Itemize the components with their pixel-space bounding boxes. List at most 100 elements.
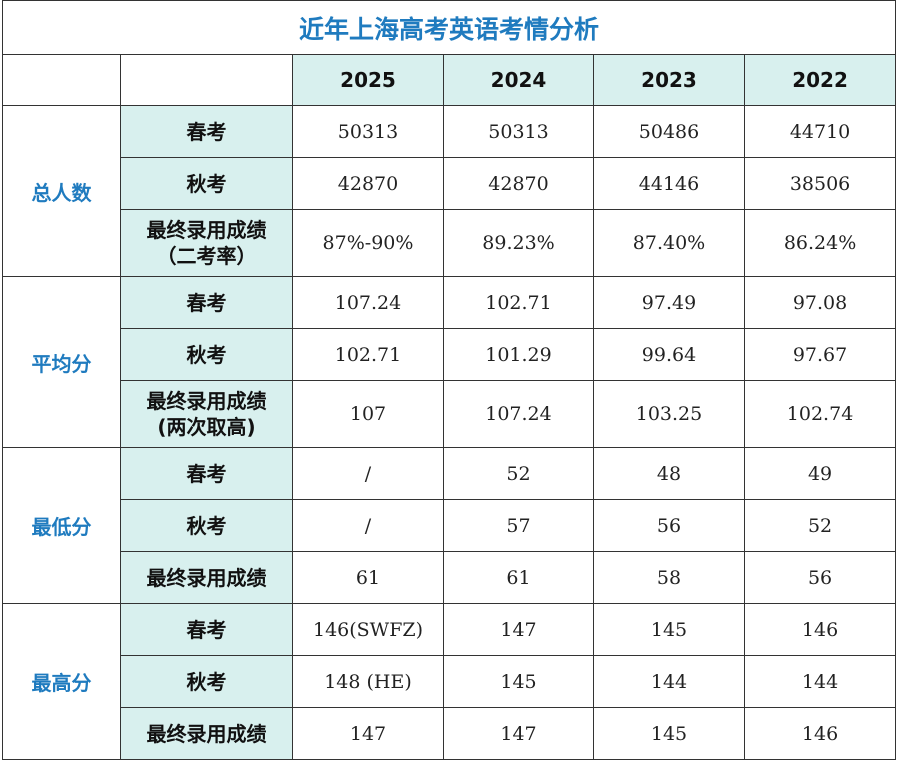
table-title: 近年上海高考英语考情分析: [1, 0, 897, 55]
row-label: 春考: [120, 603, 293, 656]
value-cell-2023: 144: [593, 655, 745, 708]
table-row: 最终录用成绩 (两次取高) 107 107.24 103.25 102.74: [3, 380, 897, 448]
corner-cell: [2, 54, 121, 106]
table-row: 最终录用成绩 （二考率） 87%-90% 89.23% 87.40% 86.24%: [3, 209, 897, 277]
value-cell-2022: 146: [743, 707, 897, 760]
table-row: 最高分 春考 146(SWFZ) 147 145 146: [2, 603, 897, 760]
value-cell-2022: 49: [743, 447, 897, 500]
table-row: 最终录用成绩 61 61 58 56: [3, 551, 897, 604]
row-label: 秋考: [120, 655, 293, 708]
row-label-line: 最终录用成绩: [146, 218, 267, 242]
row-label: 秋考: [120, 499, 293, 552]
value-cell-2024: 102.71: [443, 276, 594, 329]
corner-cell-sub: [120, 54, 293, 106]
table-row: 总人数 春考 50313 50313 50486 44710: [2, 105, 897, 277]
value-cell-2023: 97.49: [593, 276, 745, 329]
value-cell-2025: 42870: [292, 157, 444, 210]
value-cell-2023: 103.25: [593, 380, 745, 448]
group-label-min-score: 最低分: [2, 447, 121, 604]
row-label-line: 秋考: [186, 171, 227, 196]
table-row: 最终录用成绩 147 147 145 146: [3, 707, 897, 760]
value-cell-2023: 50486: [593, 105, 745, 158]
value-cell-2024: 61: [443, 551, 594, 604]
row-label-line: 春考: [186, 617, 227, 642]
table-row: 秋考 /57 56 52: [3, 499, 897, 552]
value-cell-2022: 144: [743, 655, 897, 708]
value-cell-2025: 102.71: [292, 328, 444, 381]
year-header-2023: 2023: [593, 54, 745, 106]
value-cell-2024: 42870: [443, 157, 594, 210]
value-cell-2024: 107.24: [443, 380, 594, 448]
value-cell-2025: 87%-90%: [292, 209, 444, 277]
value-cell-2024: 50313: [443, 105, 594, 158]
row-label-line: 最终录用成绩: [146, 389, 267, 413]
value-cell-2025: 61: [292, 551, 444, 604]
value-cell-2025: 107.24: [292, 276, 444, 329]
value-cell-2024: 101.29: [443, 328, 594, 381]
value-cell-2022: 97.08: [743, 276, 897, 329]
value-cell-2023: 145: [593, 707, 745, 760]
value-cell-2022: 86.24%: [743, 209, 897, 277]
row-label: 最终录用成绩: [120, 551, 293, 604]
value-cell-2023: 44146: [593, 157, 745, 210]
value-cell-2024: 145: [443, 655, 594, 708]
value-cell-2023: 87.40%: [593, 209, 745, 277]
value-cell-2023: 145: [593, 603, 745, 656]
value-cell-2024: 57: [443, 499, 594, 552]
row-label-line: 春考: [186, 290, 227, 315]
value-cell-2025: /: [292, 447, 444, 500]
value-cell-2024: 52: [443, 447, 594, 500]
row-label-line: 秋考: [186, 342, 227, 367]
value-cell-2024: 147: [443, 603, 594, 656]
group-label-average-score: 平均分: [2, 276, 121, 448]
row-label: 最终录用成绩: [120, 707, 293, 760]
group-label-max-score: 最高分: [2, 603, 121, 760]
year-header-2022: 2022: [743, 54, 897, 106]
year-header-2025: 2025: [292, 54, 444, 106]
value-cell-2023: 48: [593, 447, 745, 500]
year-header-row: 2025 2024 2023 2022: [2, 54, 897, 106]
table-row: 平均分 春考 107.24 102.71 97.49 97.08: [2, 276, 897, 448]
year-header-2024: 2024: [443, 54, 594, 106]
value-cell-2023: 58: [593, 551, 745, 604]
table-row: 秋考 148 (HE) 145 144 144: [3, 655, 897, 708]
row-label: 秋考: [120, 328, 293, 381]
value-cell-2025: 107: [292, 380, 444, 448]
row-label-line: (两次取高): [157, 415, 256, 439]
row-label: 春考: [120, 276, 293, 329]
row-label: 最终录用成绩 （二考率）: [120, 209, 293, 277]
table-row: 最低分 春考/52 48 49: [2, 447, 897, 604]
value-cell-2025: /: [292, 499, 444, 552]
row-label-line: 春考: [186, 461, 227, 486]
row-label: 最终录用成绩 (两次取高): [120, 380, 293, 448]
row-label-line: 秋考: [186, 669, 227, 694]
value-cell-2025: 50313: [292, 105, 444, 158]
row-label: 秋考: [120, 157, 293, 210]
value-cell-2025: 147: [292, 707, 444, 760]
row-label: 春考: [120, 447, 293, 500]
row-label-line: 秋考: [186, 513, 227, 538]
value-cell-2022: 97.67: [743, 328, 897, 381]
row-label: 春考: [120, 105, 293, 158]
row-label-line: （二考率）: [156, 244, 257, 268]
value-cell-2023: 99.64: [593, 328, 745, 381]
row-label-line: 最终录用成绩: [146, 565, 267, 590]
value-cell-2022: 38506: [743, 157, 897, 210]
value-cell-2022: 102.74: [743, 380, 897, 448]
value-cell-2022: 44710: [743, 105, 897, 158]
table-row: 秋考 102.71 101.29 99.64 97.67: [3, 328, 897, 381]
row-label-line: 最终录用成绩: [146, 721, 267, 746]
value-cell-2023: 56: [593, 499, 745, 552]
group-label-total-count: 总人数: [2, 105, 121, 277]
row-label-line: 春考: [186, 119, 227, 144]
value-cell-2022: 146: [743, 603, 897, 656]
value-cell-2022: 56: [743, 551, 897, 604]
value-cell-2025: 146(SWFZ): [292, 603, 444, 656]
value-cell-2024: 89.23%: [443, 209, 594, 277]
value-cell-2024: 147: [443, 707, 594, 760]
value-cell-2022: 52: [743, 499, 897, 552]
table-row: 秋考 42870 42870 44146 38506: [3, 157, 897, 210]
value-cell-2025: 148 (HE): [292, 655, 444, 708]
